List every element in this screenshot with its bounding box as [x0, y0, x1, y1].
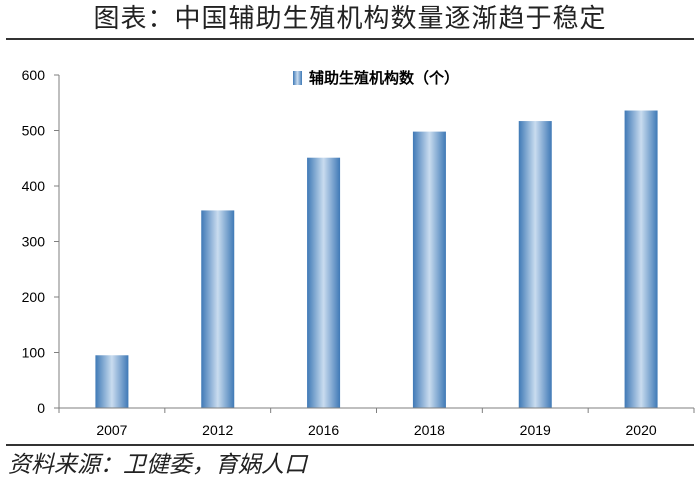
y-tick-label: 300	[22, 234, 46, 250]
y-tick-label: 500	[22, 123, 46, 139]
y-tick-label: 100	[22, 345, 46, 361]
x-tick-label: 2012	[202, 422, 233, 438]
footer-rule	[6, 444, 694, 446]
y-tick-label: 0	[37, 400, 45, 416]
source-note: 资料来源：卫健委，育娲人口	[8, 452, 307, 478]
x-tick-label: 2007	[96, 422, 127, 438]
bar-2019	[518, 121, 552, 408]
legend-swatch	[293, 71, 302, 85]
x-axis: 2007 2012 2016 2018 2019 2020	[58, 407, 695, 438]
bar-2016	[307, 157, 341, 408]
legend: 辅助生殖机构数（个）	[293, 69, 459, 87]
title-rule	[6, 38, 694, 40]
y-tick-label: 600	[22, 67, 46, 83]
bar-2018	[412, 131, 446, 409]
bars	[95, 110, 658, 409]
bar-2007	[95, 355, 129, 408]
figure-title: 图表：中国辅助生殖机构数量逐渐趋于稳定	[93, 4, 607, 34]
x-tick-label: 2018	[414, 422, 445, 438]
x-tick-label: 2020	[626, 422, 657, 438]
x-tick-label: 2019	[520, 422, 551, 438]
y-tick-label: 200	[22, 289, 46, 305]
legend-label: 辅助生殖机构数（个）	[309, 69, 459, 87]
x-tick-label: 2016	[308, 422, 339, 438]
bar-2020	[624, 110, 658, 409]
y-axis: 0 100 200 300 400 500 600	[22, 67, 60, 416]
bar-2012	[201, 210, 235, 408]
y-tick-label: 400	[22, 178, 46, 194]
